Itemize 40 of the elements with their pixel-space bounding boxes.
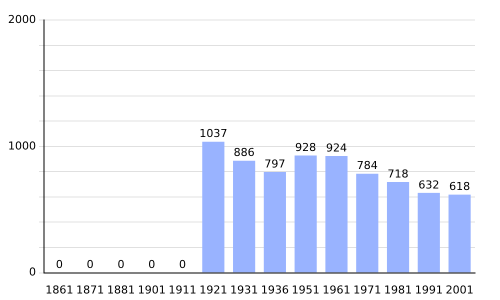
data-label: 0 <box>148 258 156 272</box>
bar <box>448 194 471 272</box>
data-label: 928 <box>295 140 316 154</box>
bar <box>325 156 348 272</box>
data-label: 0 <box>179 258 186 272</box>
data-label: 0 <box>117 258 124 272</box>
bar <box>202 142 224 272</box>
x-tick-label: 1981 <box>384 283 412 296</box>
data-label: 924 <box>326 141 347 154</box>
data-label: 797 <box>264 157 286 170</box>
x-tick-label: 1936 <box>260 283 289 296</box>
data-label: 784 <box>356 159 378 172</box>
x-tick-label: 1991 <box>414 283 443 296</box>
x-tick-label: 1901 <box>138 283 166 296</box>
data-label: 0 <box>86 258 94 272</box>
data-label: 632 <box>418 178 440 192</box>
x-tick-label: 1871 <box>76 283 104 296</box>
data-label: 0 <box>56 258 63 272</box>
data-label: 886 <box>234 146 255 160</box>
x-tick-label: 1931 <box>230 283 258 296</box>
data-label: 1037 <box>199 127 228 140</box>
x-tick-label: 1971 <box>353 283 382 296</box>
y-tick-label: 0 <box>28 266 36 279</box>
bar <box>264 172 286 272</box>
x-tick-label: 1881 <box>106 283 135 296</box>
bar <box>233 160 256 272</box>
bar <box>418 192 440 272</box>
x-tick-label: 1961 <box>322 283 350 296</box>
bar <box>294 156 317 272</box>
bar <box>356 174 378 272</box>
x-tick-label: 1951 <box>292 283 320 296</box>
y-tick-label: 2000 <box>8 12 36 26</box>
x-tick-label: 2001 <box>446 283 474 296</box>
data-label: 718 <box>388 167 409 180</box>
x-tick-label: 1921 <box>199 283 228 296</box>
bar <box>386 182 410 272</box>
x-tick-label: 1911 <box>168 283 197 296</box>
x-tick-label: 1861 <box>45 283 74 296</box>
y-tick-label: 1000 <box>8 139 36 152</box>
data-label: 618 <box>449 180 470 194</box>
